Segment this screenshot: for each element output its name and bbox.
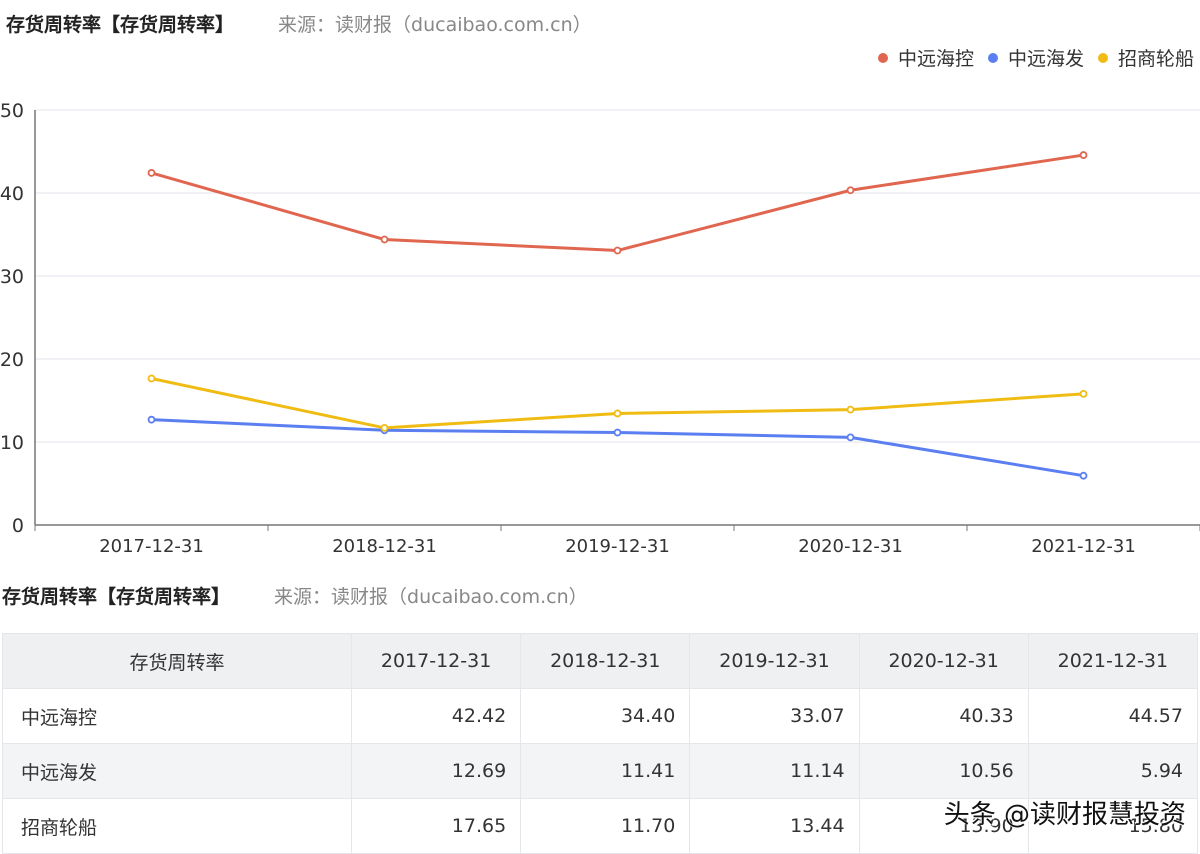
data-point[interactable] bbox=[846, 433, 855, 442]
x-tick-label: 2021-12-31 bbox=[1031, 536, 1136, 557]
row-label: 中远海发 bbox=[2, 743, 352, 799]
table-title: 存货周转率【存货周转率】 bbox=[2, 585, 231, 608]
data-point[interactable] bbox=[380, 423, 389, 432]
x-tick-label: 2019-12-31 bbox=[565, 536, 670, 557]
data-point[interactable] bbox=[613, 246, 622, 255]
data-point[interactable] bbox=[613, 409, 622, 418]
table-cell: 13.44 bbox=[689, 798, 860, 854]
data-point[interactable] bbox=[846, 405, 855, 414]
chart-title: 存货周转率【存货周转率】 bbox=[6, 13, 235, 36]
row-label: 招商轮船 bbox=[2, 798, 352, 854]
x-tick-label: 2020-12-31 bbox=[798, 536, 903, 557]
data-point[interactable] bbox=[846, 186, 855, 195]
series-line bbox=[151, 418, 1084, 478]
legend-label: 招商轮船 bbox=[1117, 48, 1194, 70]
legend-label: 中远海控 bbox=[897, 48, 974, 70]
series-lines bbox=[147, 151, 1088, 480]
chart-legend: 中远海控 中远海发 招商轮船 bbox=[864, 44, 1194, 71]
table-cell: 40.33 bbox=[858, 688, 1029, 744]
legend-item-cm-energy[interactable]: 招商轮船 bbox=[1097, 44, 1194, 71]
table-cell: 11.14 bbox=[689, 743, 860, 799]
grid-lines bbox=[35, 109, 1200, 443]
x-tick-label: 2018-12-31 bbox=[332, 536, 437, 557]
y-tick-label: 40 bbox=[0, 183, 24, 205]
table-cell: 12.69 bbox=[350, 743, 522, 799]
table-cell: 11.41 bbox=[520, 743, 691, 799]
watermark-text: 头条 @读财报慧投资 bbox=[943, 800, 1186, 830]
table-cell: 33.07 bbox=[689, 688, 860, 744]
data-point[interactable] bbox=[147, 374, 156, 383]
table-cell: 44.57 bbox=[1027, 688, 1199, 744]
column-header: 存货周转率 bbox=[2, 633, 352, 689]
table-cell: 11.70 bbox=[520, 798, 691, 854]
series-line bbox=[151, 377, 1084, 430]
y-tick-label: 50 bbox=[0, 100, 24, 122]
column-header: 2018-12-31 bbox=[520, 633, 691, 689]
legend-dot-icon bbox=[877, 52, 888, 63]
legend-item-cosco-holdings[interactable]: 中远海控 bbox=[877, 44, 974, 71]
y-tick-label: 30 bbox=[0, 266, 24, 288]
y-tick-label: 20 bbox=[0, 349, 24, 371]
table-cell: 5.94 bbox=[1027, 743, 1199, 799]
data-table: 存货周转率 2017-12-31 2018-12-31 2019-12-31 2… bbox=[2, 633, 1199, 854]
x-tick-label: 2017-12-31 bbox=[99, 536, 204, 557]
table-row: 中远海发 12.69 11.41 11.14 10.56 5.94 bbox=[2, 743, 1199, 799]
table-header: 存货周转率【存货周转率】 来源：读财报（ducaibao.com.cn） bbox=[2, 580, 588, 610]
table-cell: 15.80 bbox=[1027, 798, 1199, 854]
y-tick-label: 0 bbox=[12, 515, 24, 537]
column-header: 2020-12-31 bbox=[858, 633, 1029, 689]
y-tick-label: 10 bbox=[0, 432, 24, 454]
table-row: 中远海控 42.42 34.40 33.07 40.33 44.57 bbox=[2, 688, 1199, 744]
table-cell: 34.40 bbox=[520, 688, 691, 744]
column-header: 2017-12-31 bbox=[350, 633, 522, 689]
legend-item-cosco-development[interactable]: 中远海发 bbox=[987, 44, 1084, 71]
data-point[interactable] bbox=[613, 428, 622, 437]
data-point[interactable] bbox=[1079, 471, 1088, 480]
y-axis-labels: 0 10 20 30 40 50 bbox=[0, 100, 24, 537]
legend-label: 中远海发 bbox=[1007, 48, 1084, 70]
chart-source: 来源：读财报（ducaibao.com.cn） bbox=[278, 13, 592, 36]
table-cell: 42.42 bbox=[350, 688, 522, 744]
data-point[interactable] bbox=[1079, 151, 1088, 159]
chart-header: 存货周转率【存货周转率】 来源：读财报（ducaibao.com.cn） bbox=[6, 8, 592, 38]
data-point[interactable] bbox=[1079, 389, 1088, 398]
series-line bbox=[151, 153, 1084, 253]
table-cell: 13.90 bbox=[858, 798, 1029, 854]
x-axis: 2017-12-31 2018-12-31 2019-12-31 2020-12-31… bbox=[34, 110, 1200, 557]
column-header: 2021-12-31 bbox=[1027, 633, 1199, 689]
table-header-row: 存货周转率 2017-12-31 2018-12-31 2019-12-31 2… bbox=[2, 633, 1199, 689]
line-chart: 0 10 20 30 40 50 2017-12-31 2018-12-31 2019-12-… bbox=[0, 100, 1200, 557]
column-header: 2019-12-31 bbox=[689, 633, 860, 689]
row-label: 中远海控 bbox=[2, 688, 352, 744]
table-cell: 10.56 bbox=[858, 743, 1029, 799]
data-point[interactable] bbox=[147, 415, 156, 424]
legend-dot-icon bbox=[987, 52, 998, 63]
table-cell: 17.65 bbox=[350, 798, 522, 854]
table-source: 来源：读财报（ducaibao.com.cn） bbox=[274, 585, 588, 608]
legend-dot-icon bbox=[1097, 52, 1108, 63]
data-point[interactable] bbox=[147, 169, 156, 177]
data-point[interactable] bbox=[380, 235, 389, 244]
